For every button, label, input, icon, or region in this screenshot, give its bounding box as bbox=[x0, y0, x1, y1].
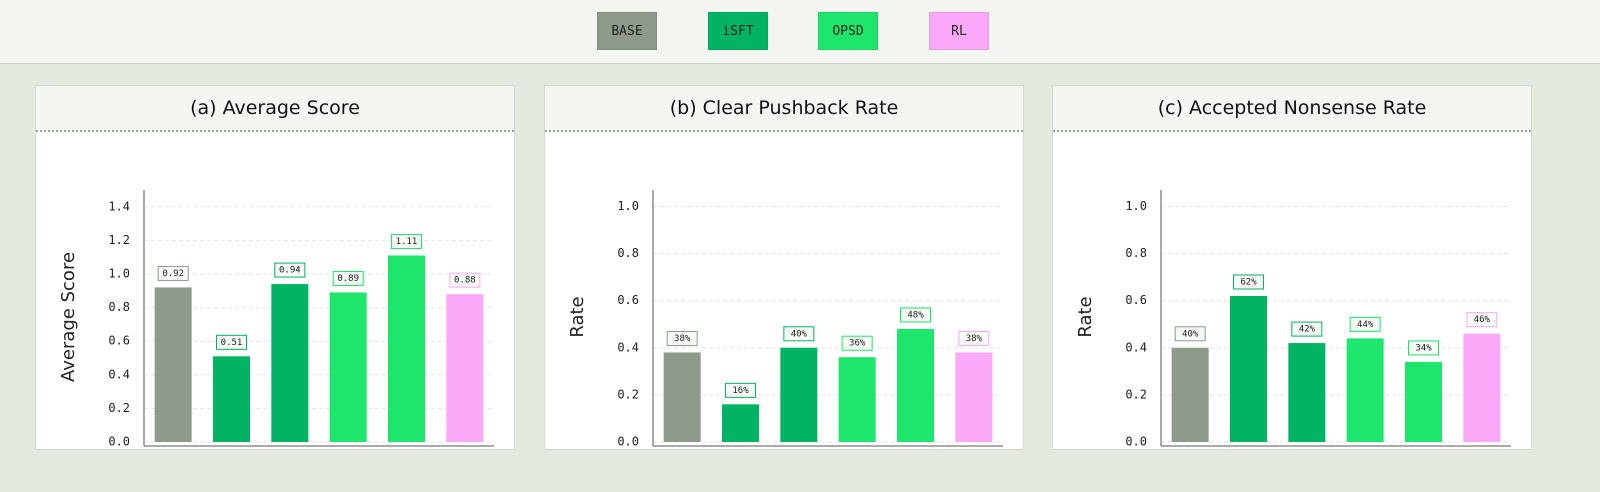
legend-item: BASE bbox=[597, 12, 657, 50]
value-label-box bbox=[1291, 321, 1323, 337]
value-label: 48% bbox=[907, 310, 924, 320]
value-label-box bbox=[1174, 326, 1206, 342]
value-label-box bbox=[783, 326, 815, 342]
value-label-box bbox=[1349, 316, 1381, 332]
chart-panel: (a) Average Score 0.0 0.2 0.4 0.6 0.8 1.0 1.2 1.… bbox=[35, 85, 515, 483]
bar bbox=[329, 292, 367, 442]
y-tick-label: 0.4 bbox=[617, 340, 639, 354]
value-label-box bbox=[958, 331, 990, 347]
value-label-box bbox=[900, 307, 931, 323]
legend-item: OPSD bbox=[818, 12, 878, 50]
chart-title: (c) Accepted Nonsense Rate bbox=[1053, 86, 1531, 132]
bar bbox=[897, 328, 934, 442]
value-label-box bbox=[1408, 340, 1439, 356]
bar bbox=[154, 287, 192, 442]
value-label: 36% bbox=[849, 339, 866, 349]
legend-item: RL bbox=[929, 12, 989, 50]
value-label-box bbox=[216, 334, 247, 350]
y-tick-label: 0.4 bbox=[108, 367, 130, 381]
y-tick-label: 0.2 bbox=[617, 387, 639, 401]
value-label: 1.11 bbox=[396, 237, 418, 247]
chart: 0.00.20.40.60.81.0Rate38%BASE16%OFF-PiSF… bbox=[567, 190, 1003, 483]
chart-panel: (c) Accepted Nonsense Rate 0.0 0.2 0.4 0.6 0.… bbox=[1052, 85, 1532, 483]
y-tick-label: 0.6 bbox=[617, 293, 639, 307]
bar bbox=[1463, 333, 1501, 442]
value-label: 0.94 bbox=[279, 266, 301, 276]
y-tick-label: 1.0 bbox=[617, 199, 639, 213]
bar bbox=[388, 255, 425, 442]
bar bbox=[1288, 343, 1326, 442]
bar bbox=[838, 357, 876, 442]
y-tick-label: 0.0 bbox=[617, 435, 639, 449]
bar bbox=[955, 352, 993, 442]
value-label: 42% bbox=[1299, 325, 1316, 335]
y-tick-label: 1.4 bbox=[108, 199, 130, 213]
y-tick-label: 0.0 bbox=[108, 435, 130, 449]
value-label: 40% bbox=[791, 329, 808, 339]
y-tick-label: 1.2 bbox=[108, 233, 130, 247]
value-label-box bbox=[449, 272, 481, 288]
bar bbox=[722, 404, 759, 442]
bar bbox=[1230, 295, 1267, 442]
value-label: 0.88 bbox=[454, 276, 476, 286]
chart-panel: (b) Clear Pushback Rate 0.0 0.2 0.4 0.6 0.8 1.… bbox=[544, 85, 1024, 483]
value-label: 38% bbox=[966, 334, 983, 344]
value-label: 16% bbox=[732, 386, 749, 396]
value-label: 40% bbox=[1182, 329, 1199, 339]
bar bbox=[213, 356, 250, 442]
value-label-box bbox=[391, 234, 422, 250]
value-label: 38% bbox=[674, 334, 691, 344]
value-label-box bbox=[666, 331, 698, 347]
y-tick-label: 0.2 bbox=[108, 401, 130, 415]
value-label: 46% bbox=[1474, 315, 1491, 325]
value-label-box bbox=[332, 270, 364, 286]
bar bbox=[1346, 338, 1384, 442]
y-axis-title: Average Score bbox=[58, 252, 79, 382]
bar bbox=[1171, 347, 1209, 442]
y-axis-title: Rate bbox=[1075, 296, 1096, 337]
legend-item: iSFT bbox=[708, 12, 768, 50]
y-tick-label: 0.8 bbox=[1125, 246, 1147, 260]
chart: 0.0 0.2 0.4 0.6 0.8 1.0 1.2 1.4 Average Score 0.9… bbox=[58, 190, 494, 483]
legend: BASE iSFT OPSD RL bbox=[0, 0, 1600, 64]
value-label-box bbox=[157, 265, 189, 281]
value-label-box bbox=[841, 335, 873, 351]
y-tick-label: 1.0 bbox=[108, 267, 130, 281]
y-tick-label: 0.8 bbox=[108, 300, 130, 314]
chart: 0.00.20.40.60.81.0Rate40%BASE62%OFF-PiSF… bbox=[1075, 190, 1511, 483]
bar bbox=[780, 347, 818, 442]
bar bbox=[271, 284, 309, 442]
value-label: 62% bbox=[1240, 277, 1257, 287]
value-label-box bbox=[725, 382, 756, 398]
value-label: 44% bbox=[1357, 320, 1374, 330]
value-label: 34% bbox=[1415, 343, 1432, 353]
y-tick-label: 1.0 bbox=[1125, 199, 1147, 213]
chart-title: (b) Clear Pushback Rate bbox=[545, 86, 1023, 132]
value-label-box bbox=[274, 262, 306, 278]
y-tick-label: 0.4 bbox=[1125, 340, 1147, 354]
y-tick-label: 0.6 bbox=[1125, 293, 1147, 307]
value-label: 0.92 bbox=[162, 269, 184, 279]
bar bbox=[1405, 361, 1442, 442]
y-tick-label: 0.6 bbox=[108, 334, 130, 348]
value-label-box bbox=[1466, 312, 1498, 328]
value-label: 0.89 bbox=[337, 274, 359, 284]
value-label: 0.51 bbox=[221, 338, 243, 348]
bar bbox=[663, 352, 701, 442]
chart-title: (a) Average Score bbox=[36, 86, 514, 132]
y-axis-title: Rate bbox=[567, 296, 588, 337]
y-tick-label: 0.8 bbox=[617, 246, 639, 260]
y-tick-label: 0.2 bbox=[1125, 387, 1147, 401]
value-label-box bbox=[1233, 274, 1264, 290]
y-tick-label: 0.0 bbox=[1125, 435, 1147, 449]
bar bbox=[446, 294, 484, 442]
